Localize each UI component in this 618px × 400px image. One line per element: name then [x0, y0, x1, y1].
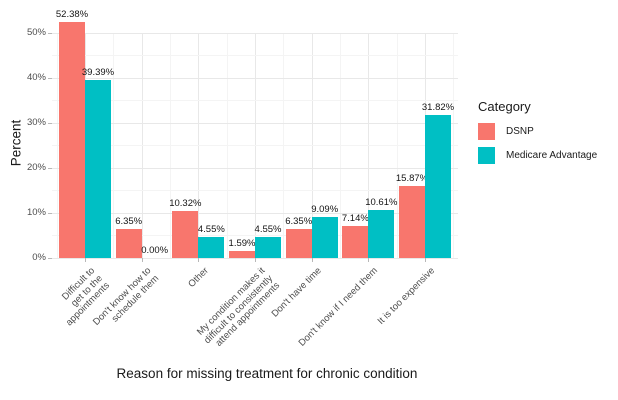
y-tick-label: 30%: [26, 116, 46, 128]
bar-medicare-advantage: [425, 114, 452, 258]
x-tick-mark: [255, 258, 256, 262]
x-tick-mark: [141, 258, 143, 262]
y-tick-mark: [48, 167, 52, 169]
legend-label: Medicare Advantage: [506, 150, 598, 161]
gridline-horizontal-minor: [52, 100, 458, 102]
gridline-horizontal-minor: [52, 190, 458, 192]
bar-value-label: 4.55%: [254, 224, 282, 236]
gridline-horizontal-major: [52, 212, 458, 214]
bar-value-label: 31.82%: [421, 101, 455, 113]
y-tick-label: 40%: [26, 71, 46, 83]
bar-dsnp: [285, 229, 312, 258]
bar-value-label: 15.87%: [395, 173, 429, 185]
gridline-horizontal-major: [52, 122, 458, 124]
gridline-horizontal-major: [52, 167, 458, 169]
y-tick-label: 20%: [26, 161, 46, 173]
bar-value-label: 39.39%: [81, 67, 115, 79]
x-axis-title: Reason for missing treatment for chronic…: [116, 366, 418, 381]
bar-value-label: 0.00%: [141, 245, 169, 256]
legend-swatch: [478, 123, 495, 140]
y-tick-label: 10%: [26, 206, 46, 218]
x-tick-mark: [368, 258, 370, 262]
x-tick-label: Don't know how to schedule them: [91, 265, 162, 328]
legend-title: Category: [478, 99, 531, 114]
bar-value-label: 6.35%: [115, 216, 143, 228]
x-tick-mark: [85, 258, 86, 262]
x-tick-mark: [311, 258, 313, 262]
legend-label: DSNP: [506, 126, 534, 137]
x-tick-mark: [198, 258, 200, 262]
gridline-horizontal-minor: [52, 145, 458, 147]
gridline-horizontal-minor: [52, 55, 458, 57]
gridline-horizontal-major: [52, 77, 458, 79]
y-tick-mark: [48, 32, 52, 34]
x-tick-label: My condition makes it difficult to consi…: [194, 265, 283, 349]
bar-value-label: 10.61%: [365, 197, 398, 209]
y-tick-mark: [48, 258, 52, 259]
bar-medicare-advantage: [311, 217, 338, 258]
bar-medicare-advantage: [198, 237, 225, 258]
y-tick-mark: [48, 77, 52, 79]
bar-dsnp: [399, 186, 426, 258]
bar-value-label: 7.14%: [341, 212, 369, 224]
legend-swatch: [478, 147, 495, 164]
bar-value-label: 4.55%: [197, 224, 225, 236]
bar-value-label: 6.35%: [285, 216, 313, 228]
legend: Category DSNP Medicare Advantage: [478, 99, 597, 171]
bar-medicare-advantage: [368, 210, 395, 258]
y-tick-label: 0%: [32, 252, 46, 263]
gridline-horizontal-minor: [52, 235, 458, 237]
x-tick-mark: [425, 258, 427, 262]
bar-dsnp: [229, 250, 255, 258]
y-tick-mark: [48, 122, 52, 124]
bar-medicare-advantage: [255, 237, 281, 258]
y-tick-label: 50%: [26, 26, 46, 38]
bar-dsnp: [172, 211, 199, 258]
plot-area: 0% 10% 20% 30% 40% 50% Difficult to get to the…: [27, 9, 458, 349]
bar-dsnp: [115, 229, 142, 258]
bar-dsnp: [59, 21, 85, 258]
bar-value-label: 9.09%: [311, 204, 339, 215]
bar-dsnp: [342, 225, 369, 258]
legend-item: Medicare Advantage: [478, 147, 597, 164]
legend-item: DSNP: [478, 123, 597, 140]
bar-value-label: 52.38%: [55, 8, 89, 20]
x-tick-label: Other: [185, 265, 211, 290]
gridline-horizontal-major: [52, 32, 458, 34]
bar-value-label: 1.59%: [228, 237, 256, 249]
y-tick-mark: [48, 212, 52, 214]
bar-medicare-advantage: [85, 80, 111, 258]
x-tick-label: It is too expensive: [375, 265, 438, 327]
bar-value-label: 10.32%: [169, 198, 202, 210]
legend-items: DSNP Medicare Advantage: [478, 123, 597, 164]
